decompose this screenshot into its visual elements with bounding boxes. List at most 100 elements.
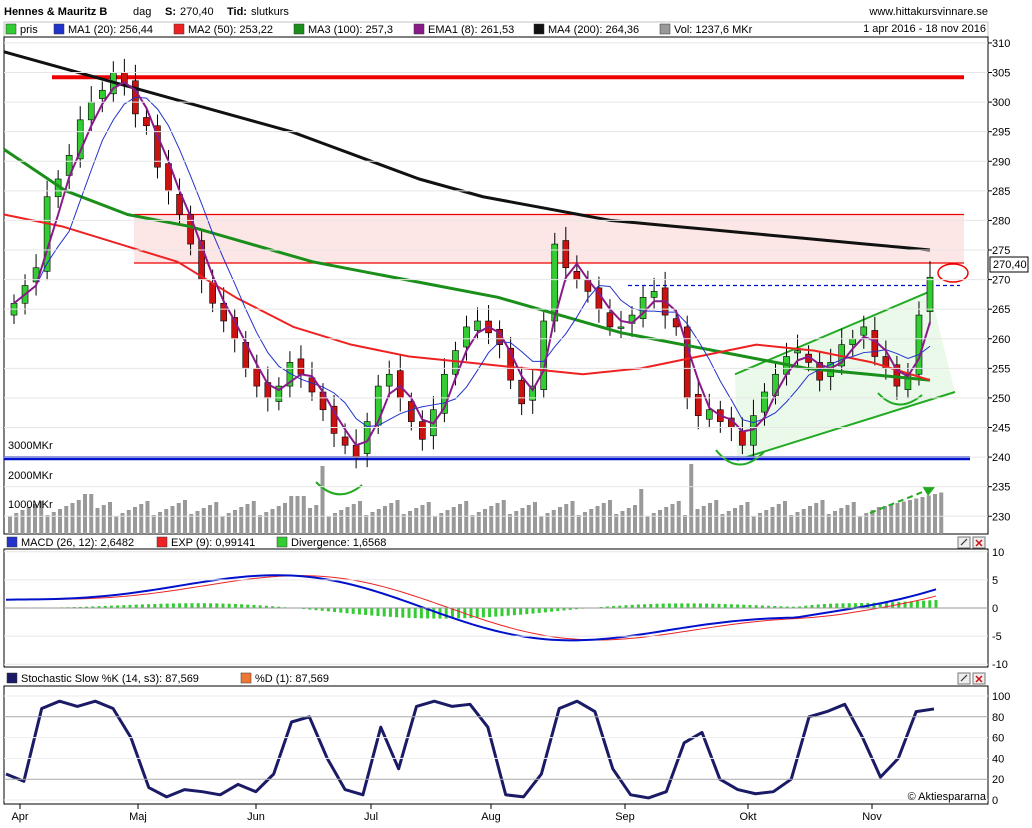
divergence-bar bbox=[748, 604, 752, 608]
divergence-bar bbox=[351, 608, 355, 614]
volume-bar bbox=[89, 494, 94, 534]
divergence-bar bbox=[494, 608, 498, 617]
divergence-bar bbox=[364, 608, 368, 615]
divergence-bar bbox=[159, 603, 163, 608]
x-tick-label: Okt bbox=[739, 811, 756, 823]
candle-down bbox=[419, 421, 426, 440]
volume-bar bbox=[526, 505, 531, 534]
volume-bar bbox=[833, 511, 837, 534]
price-legend: pris MA1 (20): 256,44 MA2 (50): 253,22 MA3 … bbox=[5, 23, 753, 36]
volume-bar bbox=[501, 500, 506, 534]
volume-bar bbox=[401, 514, 406, 534]
site-url: www.hittakursvinnare.se bbox=[868, 6, 988, 18]
volume-bar bbox=[76, 500, 81, 534]
volume-bar bbox=[33, 504, 37, 534]
divergence-bar bbox=[506, 608, 510, 616]
divergence-bar bbox=[246, 604, 250, 608]
volume-bar bbox=[308, 508, 312, 534]
divergence-bar bbox=[884, 602, 888, 608]
volume-bar bbox=[558, 507, 562, 534]
legend-swatch bbox=[276, 536, 288, 548]
divergence-bar bbox=[928, 600, 932, 608]
volume-bar bbox=[58, 509, 62, 534]
volume-bar bbox=[645, 516, 650, 534]
close-icon bbox=[975, 675, 983, 683]
divergence-bar bbox=[314, 608, 318, 611]
candle-up bbox=[860, 326, 868, 336]
divergence-bar bbox=[705, 603, 709, 608]
volume-bar bbox=[201, 508, 206, 534]
y-tick-label: 265 bbox=[992, 304, 1010, 316]
divergence-bar bbox=[413, 608, 417, 619]
divergence-bar bbox=[376, 608, 380, 616]
volume-bar bbox=[395, 500, 400, 534]
candle-up bbox=[286, 362, 294, 387]
candle-down bbox=[562, 240, 570, 269]
y-tick-label: 285 bbox=[992, 186, 1010, 198]
volume-bar bbox=[626, 508, 631, 534]
divergence-bar bbox=[742, 604, 746, 608]
stochastic-settings-button[interactable] bbox=[957, 672, 971, 685]
volume-bar bbox=[770, 507, 775, 534]
divergence-bar bbox=[605, 606, 609, 608]
volume-bar bbox=[814, 503, 819, 534]
volume-bar bbox=[564, 504, 569, 534]
volume-bar bbox=[520, 508, 525, 534]
volume-bar bbox=[820, 500, 825, 534]
macd-settings-button[interactable] bbox=[957, 536, 971, 549]
macd-close-button[interactable] bbox=[972, 536, 986, 549]
candle-up bbox=[849, 338, 857, 345]
divergence-bar bbox=[140, 604, 144, 608]
divergence-bar bbox=[767, 605, 771, 608]
y-tick-label: 310 bbox=[992, 38, 1010, 50]
wrench-icon bbox=[960, 538, 968, 546]
divergence-bar bbox=[667, 603, 671, 608]
volume-bar bbox=[826, 514, 831, 534]
volume-bar bbox=[108, 502, 112, 534]
x-tick-label: Jul bbox=[364, 811, 378, 823]
volume-bar bbox=[533, 502, 537, 534]
volume-bar bbox=[195, 511, 200, 534]
volume-bar bbox=[164, 509, 169, 534]
stochastic-close-button[interactable] bbox=[972, 672, 986, 685]
candle-down bbox=[341, 436, 349, 446]
volume-bar bbox=[139, 504, 144, 534]
x-tick-label: Jun bbox=[247, 811, 265, 823]
candle-down bbox=[352, 444, 360, 458]
volume-bar bbox=[745, 502, 750, 534]
volume-bar bbox=[358, 501, 362, 534]
y-tick-label: 80 bbox=[992, 712, 1004, 724]
divergence-bar bbox=[723, 604, 727, 608]
candle-down bbox=[209, 282, 216, 304]
legend-item: MA2 (50): 253,22 bbox=[188, 24, 273, 36]
legend-item: pris bbox=[20, 24, 38, 36]
macd-line bbox=[5, 574, 937, 642]
volume-bar bbox=[39, 501, 44, 534]
volume-bar bbox=[451, 507, 456, 534]
divergence-bar bbox=[202, 603, 206, 608]
volume-bar bbox=[276, 506, 281, 534]
divergence-bar bbox=[227, 603, 231, 608]
volume-bar bbox=[95, 508, 100, 534]
legend-item: %D (1): 87,569 bbox=[255, 673, 329, 685]
type-value: slutkurs bbox=[251, 6, 289, 18]
volume-bar bbox=[70, 503, 75, 534]
volume-bar bbox=[714, 500, 719, 534]
divergence-bar bbox=[835, 603, 839, 608]
price-tag-box bbox=[989, 256, 1029, 273]
ma200-line bbox=[3, 50, 931, 252]
divergence-bar bbox=[550, 608, 554, 612]
candle-up bbox=[705, 409, 713, 420]
y-tick-label: 300 bbox=[992, 97, 1010, 109]
stochastic-axis: 0 20 40 60 80 100 bbox=[4, 691, 1010, 807]
y-tick-label: -10 bbox=[992, 659, 1008, 671]
volume-bar bbox=[445, 510, 450, 534]
legend-swatch bbox=[5, 23, 17, 35]
volume-bar bbox=[639, 489, 644, 534]
volume-label-1000: 1000MKr bbox=[8, 499, 53, 511]
volume-bar bbox=[545, 513, 550, 534]
volume-bar bbox=[326, 516, 331, 534]
candle-up bbox=[761, 391, 768, 413]
volume-bar bbox=[270, 509, 275, 534]
volume-bar bbox=[695, 509, 700, 534]
